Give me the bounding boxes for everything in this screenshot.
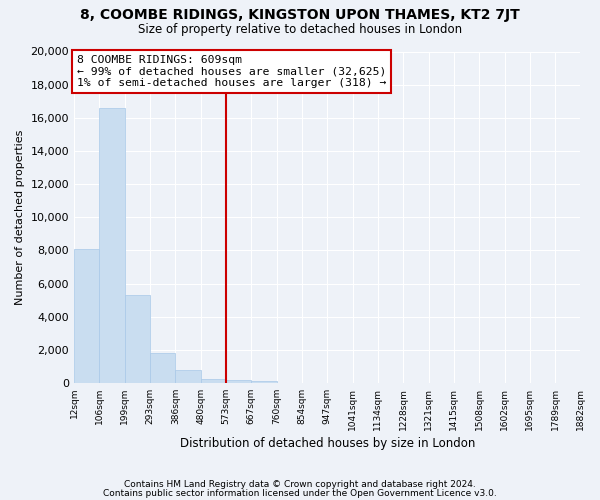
Text: Size of property relative to detached houses in London: Size of property relative to detached ho…: [138, 22, 462, 36]
Bar: [226, 380, 251, 383]
Bar: [175, 370, 200, 383]
X-axis label: Distribution of detached houses by size in London: Distribution of detached houses by size …: [179, 437, 475, 450]
Bar: [125, 295, 150, 383]
Bar: [200, 379, 226, 383]
Text: Contains HM Land Registry data © Crown copyright and database right 2024.: Contains HM Land Registry data © Crown c…: [124, 480, 476, 489]
Bar: [74, 249, 100, 383]
Text: Contains public sector information licensed under the Open Government Licence v3: Contains public sector information licen…: [103, 488, 497, 498]
Text: 8 COOMBE RIDINGS: 609sqm
← 99% of detached houses are smaller (32,625)
1% of sem: 8 COOMBE RIDINGS: 609sqm ← 99% of detach…: [77, 55, 386, 88]
Bar: [150, 353, 175, 383]
Bar: [251, 381, 277, 383]
Bar: [100, 108, 125, 383]
Y-axis label: Number of detached properties: Number of detached properties: [15, 130, 25, 305]
Text: 8, COOMBE RIDINGS, KINGSTON UPON THAMES, KT2 7JT: 8, COOMBE RIDINGS, KINGSTON UPON THAMES,…: [80, 8, 520, 22]
